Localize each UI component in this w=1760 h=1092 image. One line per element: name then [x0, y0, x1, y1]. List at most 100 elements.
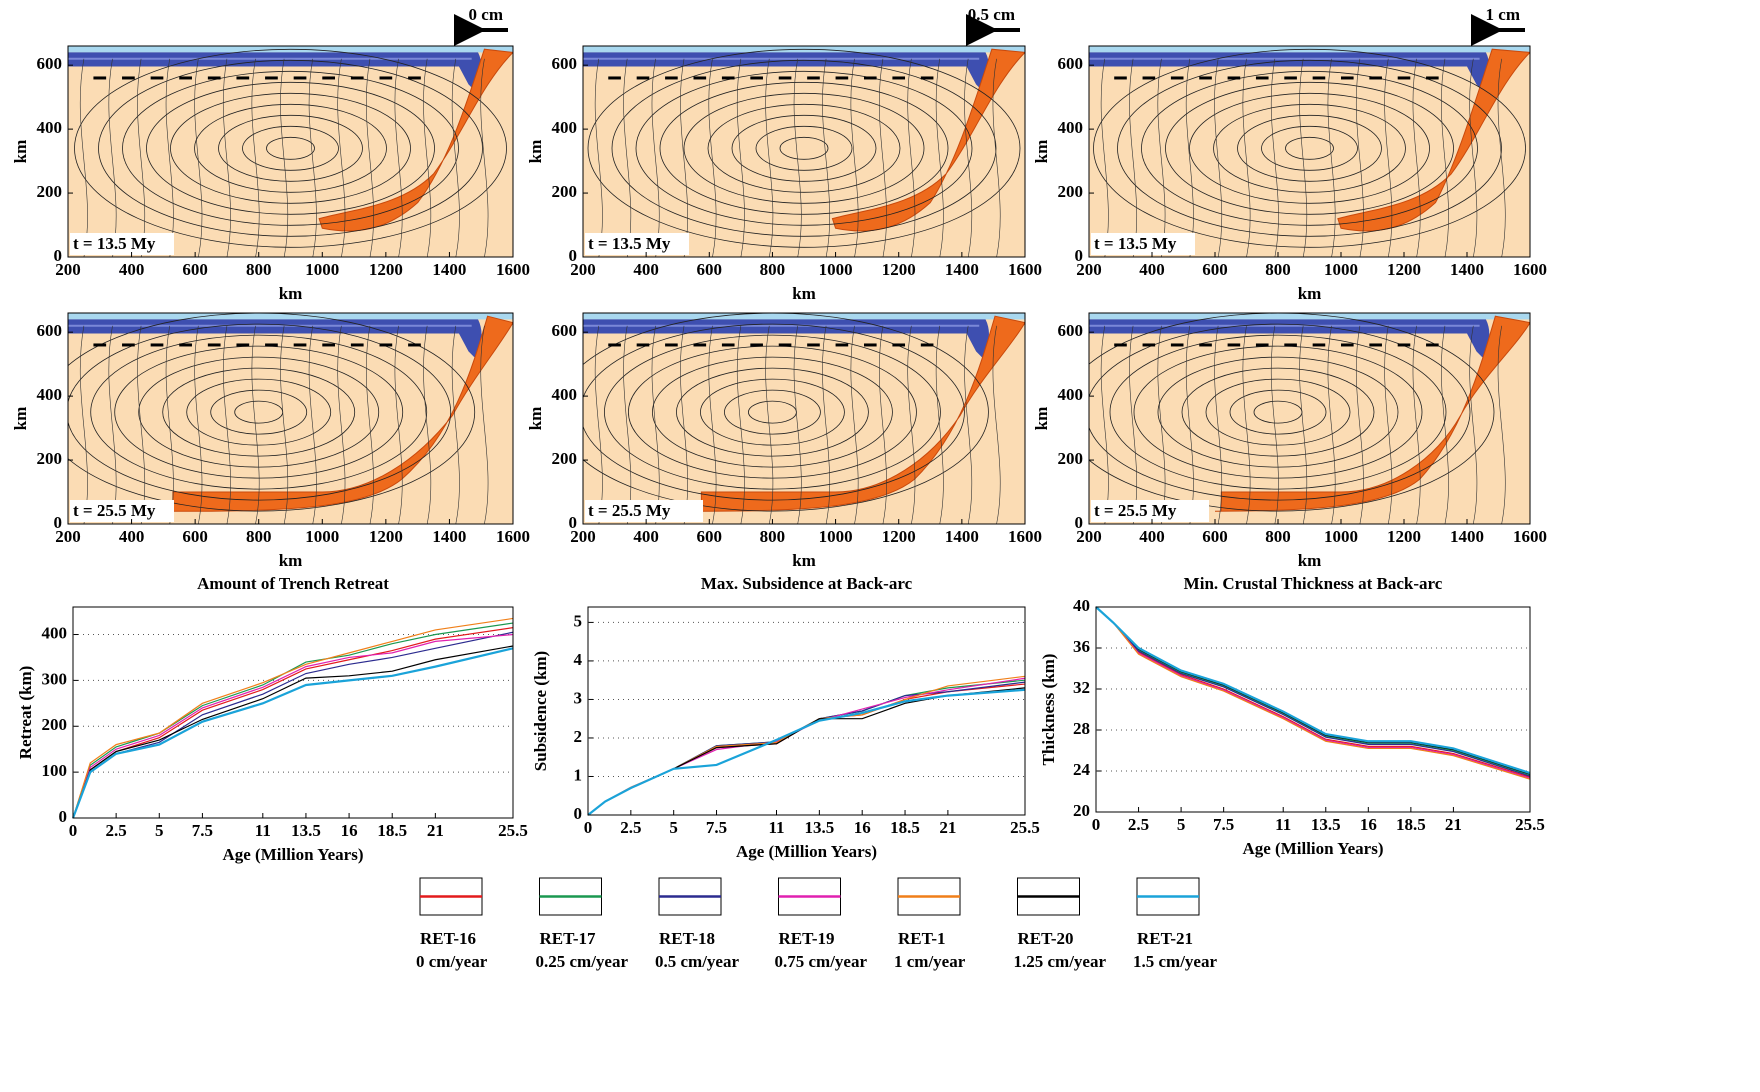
chart-title: Min. Crustal Thickness at Back-arc — [1184, 574, 1443, 593]
streamline — [280, 58, 289, 257]
streamline — [765, 58, 774, 257]
x-tick-label: 1000 — [819, 527, 853, 546]
streamline — [731, 114, 877, 182]
y-tick-label: 200 — [42, 715, 68, 734]
x-tick-label: 1000 — [1324, 260, 1358, 279]
streamline — [451, 325, 460, 524]
streamline — [1327, 58, 1336, 257]
plate-velocity: 0 cm — [469, 5, 503, 24]
y-axis-label: km — [526, 140, 545, 164]
x-tick-label: 18.5 — [890, 818, 920, 837]
streamline — [170, 92, 411, 204]
x-axis-label: km — [279, 284, 303, 303]
x-tick-label: 21 — [1445, 815, 1462, 834]
streamline — [1299, 325, 1308, 524]
streamline — [98, 59, 483, 237]
series-line — [587, 679, 1026, 816]
streamline — [480, 325, 489, 524]
streamline — [1497, 325, 1506, 524]
frame — [1095, 606, 1531, 813]
streamline — [480, 58, 489, 257]
x-tick-label: 600 — [1202, 527, 1228, 546]
field-plot — [583, 46, 1025, 257]
y-tick-label: 600 — [1058, 321, 1084, 340]
air — [1089, 313, 1530, 320]
y-tick-label: 0 — [574, 804, 583, 823]
slab — [831, 48, 1025, 232]
streamline — [992, 325, 1001, 524]
x-tick-label: 800 — [246, 527, 272, 546]
streamline — [604, 334, 941, 490]
series-line — [587, 683, 1026, 816]
streamline — [1109, 334, 1447, 490]
streamline — [218, 114, 363, 182]
streamline — [708, 58, 717, 257]
y-axis-label: km — [1032, 140, 1051, 164]
x-tick-label: 2.5 — [620, 818, 641, 837]
y-axis-label: km — [1032, 407, 1051, 431]
mantle — [68, 46, 513, 257]
time-annotation: t = 25.5 My — [73, 501, 156, 520]
streamline — [659, 81, 949, 215]
streamline — [878, 325, 887, 524]
streamline — [907, 58, 916, 257]
field-plot — [583, 313, 1025, 524]
streamline — [1205, 378, 1351, 446]
streamline — [222, 58, 231, 257]
streamline — [194, 103, 387, 193]
x-tick-label: 16 — [854, 818, 871, 837]
legend-name: RET-20 — [1018, 929, 1074, 948]
legend-rate: 1.5 cm/year — [1133, 952, 1217, 971]
x-tick-label: 16 — [341, 821, 358, 840]
streamline — [1384, 58, 1393, 257]
streamline — [935, 325, 944, 524]
y-axis-label: km — [11, 407, 30, 431]
streamline — [700, 378, 845, 446]
x-tick-label: 21 — [427, 821, 444, 840]
x-tick-label: 1400 — [1450, 527, 1484, 546]
y-tick-label: 20 — [1073, 801, 1090, 820]
x-tick-label: 1400 — [432, 527, 466, 546]
y-tick-label: 0 — [569, 513, 578, 532]
y-tick-label: 0 — [54, 246, 63, 265]
series-line — [72, 633, 514, 819]
y-tick-label: 1 — [574, 765, 583, 784]
streamline — [394, 58, 403, 257]
x-tick-label: 5 — [155, 821, 164, 840]
time-annotation: t = 13.5 My — [73, 234, 156, 253]
y-tick-label: 400 — [37, 118, 63, 137]
x-tick-label: 5 — [1177, 815, 1186, 834]
series-line — [587, 681, 1026, 816]
y-tick-label: 0 — [569, 246, 578, 265]
field-plot — [68, 46, 513, 257]
x-tick-label: 1000 — [305, 527, 339, 546]
legend-rate: 0.25 cm/year — [536, 952, 629, 971]
streamline — [707, 103, 901, 193]
streamline — [251, 325, 260, 524]
x-tick-label: 1000 — [1324, 527, 1358, 546]
x-tick-label: 1400 — [432, 260, 466, 279]
x-tick-label: 13.5 — [1311, 815, 1341, 834]
y-axis-label: Thickness (km) — [1039, 654, 1058, 766]
series-line — [71, 647, 514, 819]
x-tick-label: 1600 — [1513, 527, 1547, 546]
y-tick-label: 0 — [54, 513, 63, 532]
frame — [582, 312, 1026, 525]
y-tick-label: 600 — [37, 54, 63, 73]
streamline — [1497, 58, 1506, 257]
streamline — [186, 378, 332, 446]
series-line — [72, 645, 514, 819]
air — [583, 313, 1025, 320]
x-tick-label: 200 — [1076, 527, 1102, 546]
y-tick-label: 100 — [42, 761, 68, 780]
streamline — [1270, 58, 1279, 257]
annotation-bg — [70, 500, 174, 522]
series-line — [72, 627, 514, 819]
streamline — [394, 325, 403, 524]
streamline — [366, 325, 374, 524]
x-tick-label: 2.5 — [1128, 815, 1149, 834]
x-tick-label: 0 — [584, 818, 593, 837]
y-tick-label: 600 — [552, 321, 578, 340]
streamline — [162, 367, 356, 457]
